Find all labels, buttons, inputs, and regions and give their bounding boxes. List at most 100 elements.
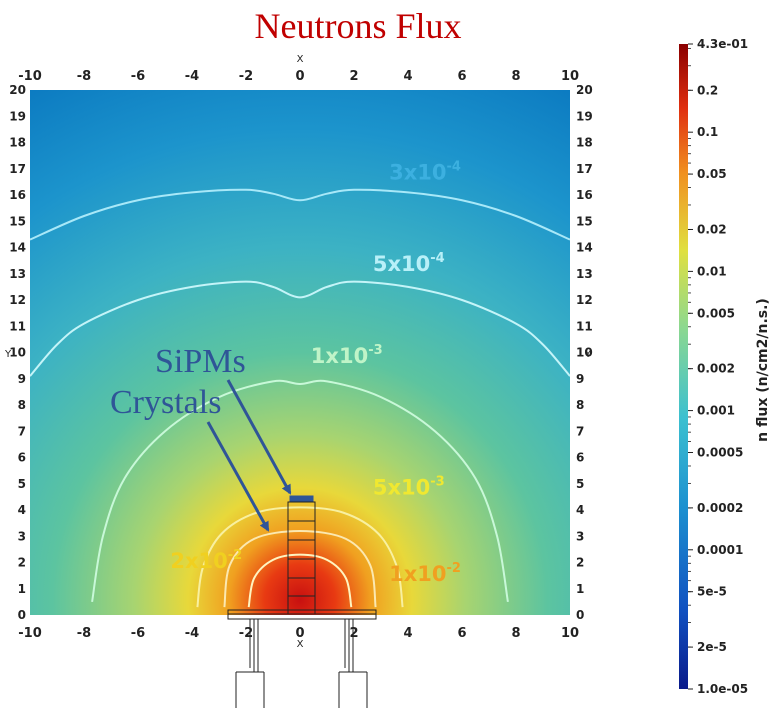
colorbar-tick-label-7: 0.002 [697,362,735,376]
x-tick-bottom-4: -2 [239,626,253,641]
x-tick-bottom-5: 0 [295,626,304,641]
y-tick-right-15: 15 [576,214,593,228]
colorbar-tick-label-13: 2e-5 [697,640,727,654]
y-axis-label-left: Y [4,349,12,360]
y-tick-left-6: 6 [18,451,26,465]
x-tick-top-1: -8 [77,69,91,84]
y-tick-right-11: 11 [576,319,593,333]
x-tick-top-6: 2 [349,69,358,84]
y-tick-left-16: 16 [9,188,26,202]
colorbar-tick-label-5: 0.01 [697,264,727,278]
y-tick-left-3: 3 [18,529,26,543]
colorbar-tick-label-11: 0.0001 [697,543,743,557]
y-tick-right-3: 3 [576,529,584,543]
colorbar: 4.3e-01 0.2 0.1 0.05 0.02 0.01 0.005 0.002 0.001… [679,37,771,696]
plot-area: 3x10-4 5x10-4 1x10-3 5x10-3 2x10-2 1x10-2 [30,90,570,615]
crystals-annotation: Crystals [110,384,221,421]
y-tick-left-15: 15 [9,214,26,228]
contour-labels: 3x10-4 5x10-4 1x10-3 5x10-3 2x10-2 1x10-2 [170,159,461,586]
y-axis-label-right: Y [584,349,592,360]
y-tick-left-1: 1 [18,582,26,596]
y-tick-left-11: 11 [9,319,26,333]
contour-line-2 [91,379,509,603]
y-tick-left-5: 5 [18,477,26,491]
y-tick-left-20: 20 [9,83,26,97]
x-tick-bottom-7: 4 [403,626,412,641]
colorbar-tick-label-8: 0.001 [697,404,735,418]
colorbar-tick-label-14: 1.0e-05 [697,682,748,696]
contour-line-4 [247,553,353,608]
y-tick-right-5: 5 [576,477,584,491]
contour-label-2: 1x10-3 [311,343,383,368]
y-tick-left-13: 13 [9,267,26,281]
x-tick-top-9: 8 [511,69,520,84]
x-tick-bottom-2: -6 [131,626,145,641]
y-tick-right-17: 17 [576,162,593,176]
contour-line-0 [30,188,570,241]
x-tick-bottom-10: 10 [561,626,579,641]
sipms-arrow [226,379,292,495]
colorbar-tick-label-4: 0.02 [697,222,727,236]
y-tick-right-9: 9 [576,372,584,386]
sipm-block [289,495,314,502]
contour-lines [30,188,570,608]
y-tick-left-2: 2 [18,556,26,570]
y-tick-left-7: 7 [18,424,26,438]
colorbar-tick-label-2: 0.1 [697,125,718,139]
y-tick-left-9: 9 [18,372,26,386]
contour-line-1 [30,280,570,377]
y-tick-left-4: 4 [18,503,26,517]
colorbar-label: n flux (n/cm2/n.s.) [755,298,771,442]
y-tick-left-10: 10 [9,346,26,360]
support-leg-left [235,619,265,708]
y-tick-right-1: 1 [576,582,584,596]
colorbar-tick-label-0: 4.3e-01 [697,37,748,51]
sipms-annotation: SiPMs [155,343,246,380]
colorbar-tick-label-10: 0.0002 [697,501,743,515]
x-axis-label-bottom: X [297,639,304,650]
colorbar-tick-label-6: 0.005 [697,306,735,320]
x-tick-top-10: 10 [561,69,579,84]
flux-heatmap [30,90,570,615]
y-tick-right-6: 6 [576,451,584,465]
x-tick-top-8: 6 [457,69,466,84]
x-tick-bottom-3: -4 [185,626,199,641]
y-tick-left-12: 12 [9,293,26,307]
x-tick-bottom-6: 2 [349,626,358,641]
x-tick-top-2: -6 [131,69,145,84]
y-tick-right-14: 14 [576,241,593,255]
y-tick-right-19: 19 [576,109,593,123]
crystal-stack [287,501,316,615]
contour-label-5: 1x10-2 [389,561,461,586]
support-leg-right [338,619,368,708]
colorbar-tick-label-1: 0.2 [697,83,718,97]
y-tick-right-13: 13 [576,267,593,281]
colorbar-tick-label-3: 0.05 [697,167,727,181]
x-tick-top-3: -4 [185,69,199,84]
colorbar-tick-label-12: 5e-5 [697,585,727,599]
x-axis-label-top: X [297,54,304,65]
y-tick-left-8: 8 [18,398,26,412]
y-tick-left-19: 19 [9,109,26,123]
y-tick-right-4: 4 [576,503,584,517]
x-tick-bottom-9: 8 [511,626,520,641]
crystals-arrow [206,421,270,532]
x-tick-top-5: 0 [295,69,304,84]
y-tick-right-20: 20 [576,83,593,97]
colorbar-gradient [679,44,688,689]
y-tick-right-10: 10 [576,346,593,360]
x-tick-top-0: -10 [18,69,42,84]
detector-geometry [227,495,377,708]
x-tick-top-4: -2 [239,69,253,84]
contour-label-1: 5x10-4 [373,251,445,276]
y-tick-left-18: 18 [9,136,26,150]
contour-label-4: 2x10-2 [170,548,242,573]
y-tick-left-0: 0 [18,608,26,622]
y-tick-right-0: 0 [576,608,584,622]
y-tick-right-12: 12 [576,293,593,307]
y-tick-left-17: 17 [9,162,26,176]
x-tick-bottom-8: 6 [457,626,466,641]
y-tick-left-14: 14 [9,241,26,255]
